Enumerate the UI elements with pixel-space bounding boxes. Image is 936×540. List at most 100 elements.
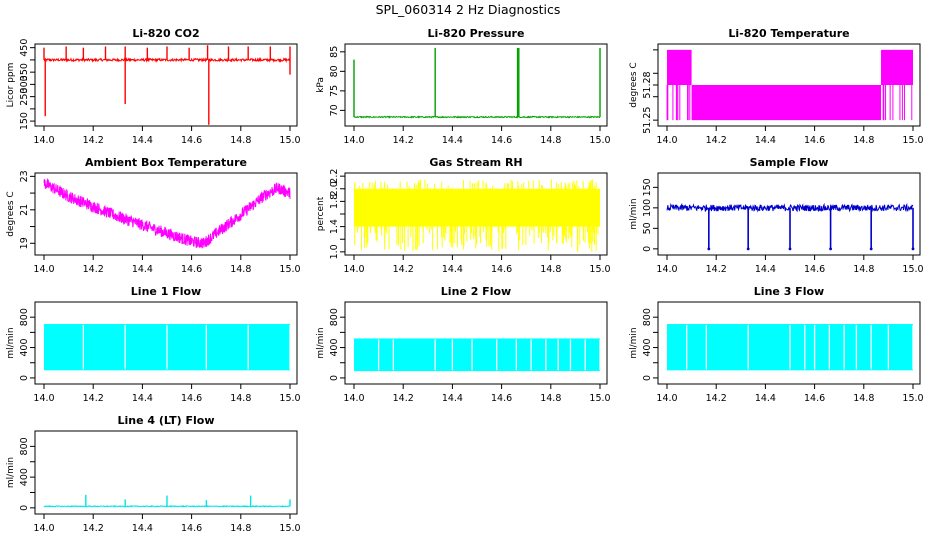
plot-frame [34, 301, 298, 385]
panel-1: Li-820 CO2 14.0 14.2 14.4 14.6 14.8 15.0 150 250… [6, 27, 301, 146]
x-tick-label: 14.2 [706, 264, 727, 275]
x-tick-label: 14.0 [656, 264, 677, 275]
series-marks [43, 177, 291, 249]
panel-title: Li-820 Pressure [428, 27, 525, 40]
x-tick-label: 14.0 [656, 135, 677, 146]
y-tick-label: 450 [19, 39, 30, 57]
series-marks [43, 45, 291, 125]
panel-10: Line 4 (LT) Flow 14.0 14.2 14.4 14.6 14.8 15.0… [6, 414, 301, 534]
x-tick-label: 14.2 [393, 135, 414, 146]
panel-title: Li-820 Temperature [728, 27, 849, 40]
x-tick-label: 14.8 [540, 264, 561, 275]
y-axis-label: ml/min [629, 327, 639, 358]
y-tick-label: 800 [19, 308, 30, 326]
x-tick-label: 15.0 [279, 393, 300, 404]
panel-7: Line 1 Flow 14.0 14.2 14.4 14.6 14.8 15.0 0 400 8… [6, 285, 301, 404]
y-axis-label: Licor ppm [6, 63, 16, 108]
y-tick-label: 0 [329, 375, 340, 381]
plot-frame [34, 43, 298, 127]
y-tick-label: 0 [642, 375, 653, 381]
dip-point-4 [869, 247, 873, 251]
y-axis-label: ml/min [6, 457, 16, 488]
plot-frame [344, 43, 608, 127]
x-tick-label: 14.8 [540, 393, 561, 404]
x-tick-label: 14.4 [755, 264, 776, 275]
y-axis-label: ml/min [316, 327, 326, 358]
y-tick-label: 800 [329, 308, 340, 326]
series-line [43, 504, 290, 508]
panel-5: Gas Stream RH 14.0 14.2 14.4 14.6 14.8 15.0 1.0… [316, 156, 611, 275]
x-tick-label: 14.4 [442, 264, 463, 275]
x-tick-label: 14.4 [132, 393, 153, 404]
figure-title: SPL_060314 2 Hz Diagnostics [376, 2, 561, 17]
x-tick-label: 14.6 [181, 393, 202, 404]
x-tick-label: 15.0 [279, 135, 300, 146]
y-tick-label: 2.2 [329, 169, 340, 184]
y-tick-label: 0 [642, 246, 653, 252]
panel-8: Line 2 Flow 14.0 14.2 14.4 14.6 14.8 15.0 0 400 8… [316, 285, 611, 404]
y-tick-label: 70 [329, 104, 340, 116]
x-tick-label: 14.6 [491, 135, 512, 146]
panel-2: Li-820 Pressure 14.0 14.2 14.4 14.6 14.8 15.0 7… [316, 27, 611, 146]
x-tick-label: 14.8 [540, 135, 561, 146]
x-tick-label: 14.4 [132, 523, 153, 534]
y-tick-label: 400 [19, 468, 30, 486]
x-tick-label: 14.8 [230, 135, 251, 146]
x-tick-label: 14.8 [853, 264, 874, 275]
series-marks [43, 494, 291, 508]
x-tick-label: 14.0 [33, 264, 54, 275]
y-tick-label: 150 [642, 178, 653, 196]
x-tick-label: 14.0 [33, 393, 54, 404]
x-tick-label: 14.2 [83, 393, 104, 404]
series-marks [354, 338, 601, 372]
band [354, 188, 600, 227]
y-tick-label: 85 [329, 46, 340, 58]
plot-frame [657, 172, 921, 256]
y-tick-label: 400 [329, 338, 340, 356]
y-tick-label: 19 [19, 237, 30, 249]
series-marks [666, 202, 915, 251]
x-tick-label: 14.6 [181, 135, 202, 146]
x-tick-label: 14.4 [132, 264, 153, 275]
segment-0 [667, 49, 692, 85]
y-tick-label: 400 [642, 338, 653, 356]
y-tick-label: 51.25 [642, 107, 653, 134]
x-tick-label: 14.2 [706, 135, 727, 146]
y-axis-label: ml/min [6, 327, 16, 358]
y-tick-label: 2.0 [329, 181, 340, 196]
x-tick-label: 14.6 [181, 264, 202, 275]
x-tick-label: 15.0 [902, 264, 923, 275]
y-axis-label: degrees C [6, 191, 16, 236]
y-tick-label: 800 [642, 308, 653, 326]
x-tick-label: 14.6 [804, 135, 825, 146]
y-tick-label: 800 [19, 437, 30, 455]
panel-title: Ambient Box Temperature [85, 156, 247, 169]
panel-title: Line 3 Flow [754, 285, 824, 298]
y-axis-label: ml/min [629, 198, 639, 229]
x-tick-label: 15.0 [279, 264, 300, 275]
panel-title: Li-820 CO2 [132, 27, 199, 40]
panel-4: Ambient Box Temperature 14.0 14.2 14.4 14.6 1… [6, 156, 301, 275]
y-tick-label: 250 [19, 88, 30, 106]
y-tick-label: 51.28 [642, 71, 653, 98]
x-tick-label: 14.8 [230, 393, 251, 404]
panel-3: Li-820 Temperature 14.0 14.2 14.4 14.6 14.8 15… [629, 27, 924, 146]
series-line [353, 115, 600, 119]
x-tick-label: 14.6 [491, 264, 512, 275]
x-tick-label: 15.0 [902, 393, 923, 404]
x-tick-label: 14.6 [181, 523, 202, 534]
y-tick-label: 0 [19, 505, 30, 511]
y-axis-label: kPa [316, 77, 326, 93]
y-tick-label: 100 [642, 199, 653, 217]
x-tick-label: 14.8 [230, 264, 251, 275]
y-tick-label: 350 [19, 63, 30, 81]
y-tick-label: 1.0 [329, 244, 340, 259]
x-tick-label: 15.0 [589, 264, 610, 275]
x-tick-label: 14.2 [83, 523, 104, 534]
plot-frame [344, 301, 608, 385]
x-tick-label: 14.8 [230, 523, 251, 534]
dip-point-0 [707, 247, 711, 251]
x-tick-label: 14.2 [706, 393, 727, 404]
x-tick-label: 15.0 [902, 135, 923, 146]
series-line [43, 177, 291, 249]
